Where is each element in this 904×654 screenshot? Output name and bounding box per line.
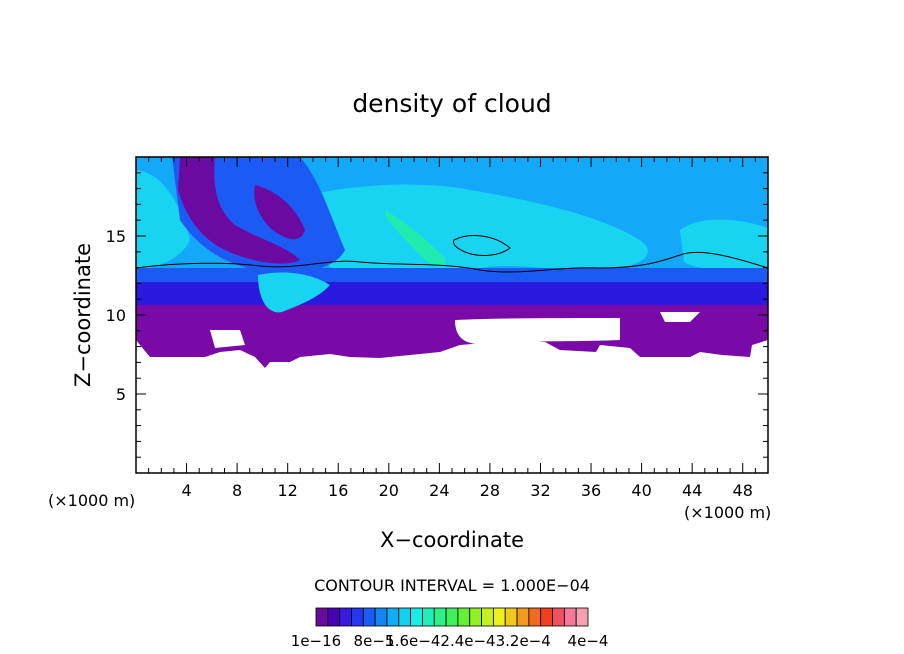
x-tick-label: 12 [278, 481, 298, 500]
colorbar-swatch [327, 607, 341, 627]
colorbar-swatch [528, 607, 542, 627]
colorbar-labels: 1e−16 8e−51.6e−42.4e−43.2e−4 4e−4 [291, 632, 609, 650]
colorbar-swatch [492, 607, 506, 627]
colorbar-swatch [339, 607, 352, 627]
colorbar-swatch [422, 607, 435, 627]
region-intrusion-violet-2 [254, 185, 305, 240]
x-tick-label: 44 [682, 481, 702, 500]
region-cyan-plume [258, 272, 330, 313]
colorbar-swatch [563, 607, 577, 627]
x-unit-left: (×1000 m) [48, 491, 135, 510]
colorbar-label: 8e−5 [354, 632, 395, 650]
x-tick-label: 48 [733, 481, 753, 500]
x-tick-label: 16 [328, 481, 348, 500]
x-tick-label: 4 [181, 481, 191, 500]
x-tick-label: 40 [631, 481, 651, 500]
colorbar-swatch [433, 607, 447, 627]
colorbar [315, 607, 589, 627]
colorbar-label: 4e−4 [568, 632, 609, 650]
region-cyan [310, 184, 648, 281]
colorbar-swatch [398, 607, 412, 627]
y-tick-label: 10 [106, 306, 126, 325]
colorbar-swatch [469, 607, 482, 627]
region-green [385, 210, 446, 266]
x-tick-label: 8 [232, 481, 242, 500]
y-tick-label: 5 [116, 385, 126, 404]
colorbar-swatch [516, 607, 530, 627]
colorbar-swatch [445, 607, 459, 627]
region-cyan-2 [136, 170, 190, 269]
x-axis-label: X−coordinate [380, 528, 524, 552]
x-tick-label: 20 [379, 481, 399, 500]
y-axis-label: Z−coordinate [71, 243, 95, 387]
chart-title: density of cloud [352, 89, 551, 118]
colorbar-swatch [386, 607, 400, 627]
x-tick-label: 28 [480, 481, 500, 500]
x-tick-label: 24 [429, 481, 449, 500]
contour-interval-label: CONTOUR INTERVAL = 1.000E−04 [314, 576, 590, 595]
x-tick-label: 32 [530, 481, 550, 500]
y-tick-label: 15 [106, 227, 126, 246]
plot-field [136, 157, 768, 473]
y-axis: 5 10 15 [106, 172, 768, 458]
x-axis: 4 8 12 16 20 24 28 32 36 40 44 48 [148, 157, 756, 500]
colorbar-swatch [410, 607, 423, 627]
x-tick-label: 36 [581, 481, 601, 500]
colorbar-swatch [552, 607, 565, 627]
contour-line [136, 251, 768, 273]
colorbar-swatch [362, 607, 376, 627]
colorbar-swatch [351, 607, 364, 627]
region-intrusion-violet [178, 157, 300, 264]
colorbar-swatch [575, 607, 589, 627]
region-deep-blue [136, 282, 768, 308]
x-unit-right: (×1000 m) [684, 503, 771, 522]
region-cyan-3 [680, 219, 768, 272]
colorbar-swatch [315, 607, 329, 627]
colorbar-swatch [374, 607, 388, 627]
colorbar-swatch [481, 607, 494, 627]
colorbar-swatch [540, 607, 553, 627]
colorbar-label: 1.6e−42.4e−43.2e−4 [385, 632, 551, 650]
colorbar-swatch [504, 607, 518, 627]
contour-line-2 [453, 235, 511, 256]
colorbar-label: 1e−16 [291, 632, 341, 650]
colorbar-swatch [457, 607, 471, 627]
